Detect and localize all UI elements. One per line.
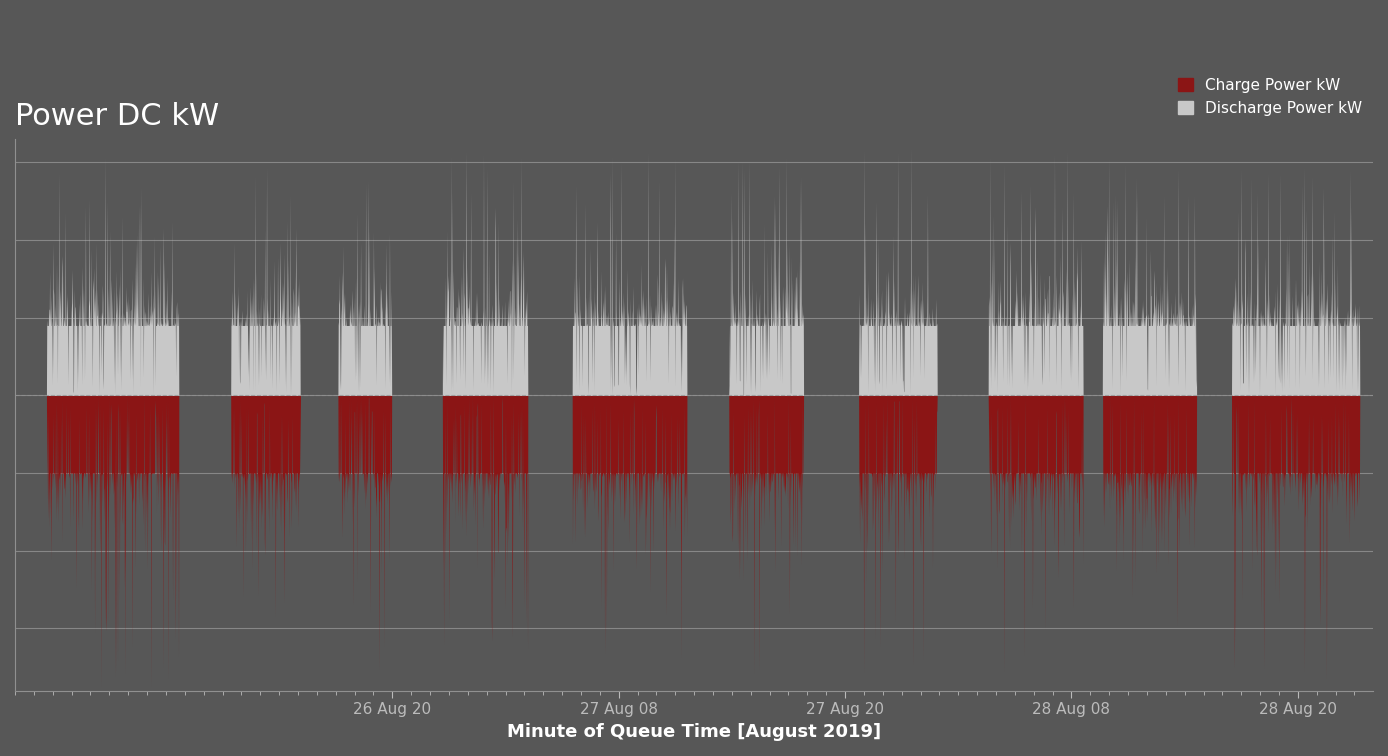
Legend: Charge Power kW, Discharge Power kW: Charge Power kW, Discharge Power kW	[1171, 72, 1369, 122]
X-axis label: Minute of Queue Time [August 2019]: Minute of Queue Time [August 2019]	[507, 723, 881, 741]
Text: Power DC kW: Power DC kW	[15, 102, 219, 131]
